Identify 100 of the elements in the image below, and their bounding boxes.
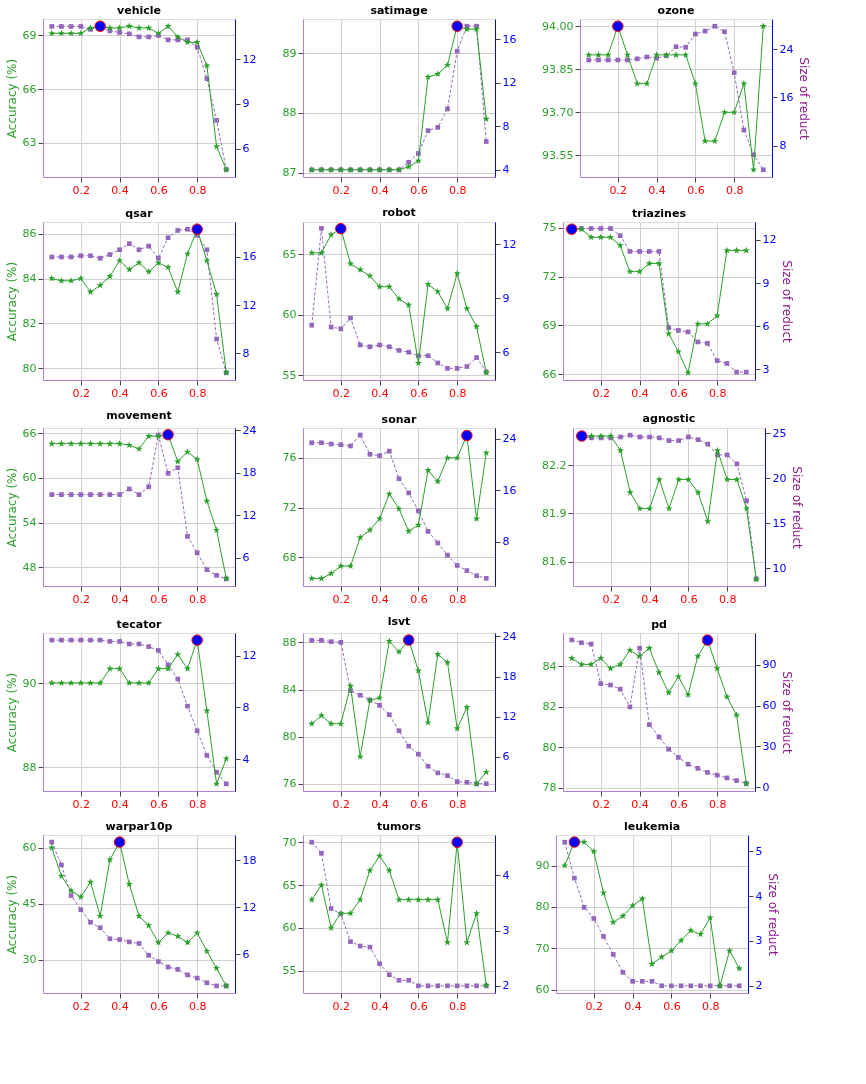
- y2-tick-label: 9: [762, 276, 770, 290]
- chart-title: satimage: [370, 3, 428, 17]
- x-tick-label: 0.2: [72, 386, 91, 400]
- x-tick-label: 0.4: [624, 999, 642, 1013]
- x-tick-label: 0.6: [150, 592, 168, 606]
- y-tick-label: 88: [22, 760, 37, 774]
- x-tick-label: 0.2: [72, 183, 91, 197]
- x-tick-label: 0.8: [718, 592, 737, 606]
- y2-tick-label: 3: [762, 362, 770, 376]
- y2-tick-label: 18: [502, 670, 517, 684]
- y-tick-label: 75: [542, 221, 557, 235]
- y-tick-label: 87: [282, 166, 297, 180]
- x-tick-label: 0.8: [448, 183, 467, 197]
- y2-tick-label: 16: [242, 250, 257, 264]
- y2-tick-label: 5: [755, 844, 763, 858]
- y2-tick-label: 4: [502, 163, 510, 177]
- x-tick-label: 0.6: [670, 797, 688, 811]
- y2-tick-label: 15: [772, 516, 787, 530]
- y-tick-label: 80: [22, 361, 37, 375]
- y2-tick-label: 30: [762, 739, 777, 753]
- y-tick-label: 68: [282, 550, 297, 564]
- y2-tick-label: 10: [772, 561, 787, 575]
- x-tick-label: 0.8: [448, 797, 467, 811]
- chart-title: ozone: [657, 3, 695, 17]
- y2-tick-label: 3: [755, 934, 763, 948]
- y2-tick-label: 2: [755, 979, 763, 993]
- x-tick-label: 0.4: [371, 183, 389, 197]
- y-axis-title: Accuracy (%): [4, 261, 19, 342]
- y2-tick-label: 16: [779, 90, 794, 104]
- y2-tick-label: 9: [242, 97, 250, 111]
- y-tick-label: 60: [282, 921, 297, 935]
- y-tick-label: 93.85: [542, 62, 574, 76]
- y2-tick-label: 6: [242, 947, 250, 961]
- chart-title: pd: [651, 617, 667, 631]
- y-tick-label: 60: [22, 841, 37, 855]
- y-tick-label: 72: [282, 501, 297, 515]
- y-tick-label: 72: [542, 270, 557, 284]
- y-tick-label: 93.70: [542, 105, 574, 119]
- x-tick-label: 0.2: [585, 999, 604, 1013]
- x-tick-label: 0.4: [111, 386, 129, 400]
- x-tick-label: 0.8: [188, 386, 207, 400]
- y2-axis-title: Size of reduct: [797, 57, 812, 140]
- y2-tick-label: 4: [242, 752, 250, 766]
- y-tick-label: 84: [22, 272, 37, 286]
- y-axis-title: Accuracy (%): [4, 672, 19, 753]
- y-tick-label: 76: [282, 451, 297, 465]
- x-tick-label: 0.6: [410, 797, 428, 811]
- y-tick-label: 30: [22, 953, 37, 967]
- x-tick-label: 0.6: [150, 999, 168, 1013]
- y2-tick-label: 18: [242, 853, 257, 867]
- x-tick-label: 0.2: [332, 592, 351, 606]
- y-tick-label: 45: [22, 897, 37, 911]
- y-tick-label: 81.6: [542, 555, 567, 569]
- y-tick-label: 66: [22, 82, 37, 96]
- x-tick-label: 0.8: [188, 999, 207, 1013]
- y-tick-label: 48: [22, 560, 37, 574]
- x-tick-label: 0.4: [371, 592, 389, 606]
- y-tick-label: 82: [22, 316, 37, 330]
- y-tick-label: 55: [282, 368, 297, 382]
- y2-tick-label: 8: [779, 139, 787, 153]
- y-axis-title: Accuracy (%): [4, 874, 19, 955]
- y2-tick-label: 0: [762, 780, 770, 794]
- y-tick-label: 70: [282, 835, 297, 849]
- y2-tick-label: 3: [502, 924, 510, 938]
- y-axis-title: Accuracy (%): [4, 58, 19, 139]
- y-tick-label: 55: [282, 964, 297, 978]
- y-tick-label: 80: [282, 730, 297, 744]
- x-tick-label: 0.8: [448, 592, 467, 606]
- x-tick-label: 0.6: [150, 386, 168, 400]
- y2-tick-label: 24: [779, 42, 794, 56]
- chart-title: triazines: [632, 206, 687, 220]
- chart-title: qsar: [125, 206, 154, 220]
- chart-title: agnostic: [642, 412, 696, 426]
- chart-title: warpar10p: [105, 819, 173, 833]
- y2-tick-label: 6: [242, 142, 250, 156]
- y-tick-label: 69: [22, 28, 37, 42]
- x-tick-label: 0.8: [708, 386, 727, 400]
- y2-tick-label: 6: [242, 551, 250, 565]
- x-tick-label: 0.8: [708, 797, 727, 811]
- y2-tick-label: 8: [502, 119, 510, 133]
- y-tick-label: 60: [282, 308, 297, 322]
- y2-tick-label: 18: [242, 466, 257, 480]
- y-tick-label: 76: [282, 777, 297, 791]
- x-tick-label: 0.4: [631, 386, 649, 400]
- y2-tick-label: 12: [242, 900, 257, 914]
- x-tick-label: 0.2: [72, 592, 91, 606]
- x-tick-label: 0.4: [631, 797, 649, 811]
- y-tick-label: 90: [22, 676, 37, 690]
- x-tick-label: 0.6: [670, 386, 688, 400]
- y2-tick-label: 4: [502, 868, 510, 882]
- x-tick-label: 0.6: [410, 592, 428, 606]
- x-tick-label: 0.4: [111, 592, 129, 606]
- y2-tick-label: 16: [502, 483, 517, 497]
- y-tick-label: 82.2: [542, 458, 567, 472]
- chart-title: movement: [106, 409, 172, 423]
- x-tick-label: 0.8: [188, 797, 207, 811]
- y-tick-label: 65: [282, 247, 297, 261]
- y2-tick-label: 12: [242, 649, 257, 663]
- x-tick-label: 0.4: [111, 999, 129, 1013]
- y2-tick-label: 12: [502, 76, 517, 90]
